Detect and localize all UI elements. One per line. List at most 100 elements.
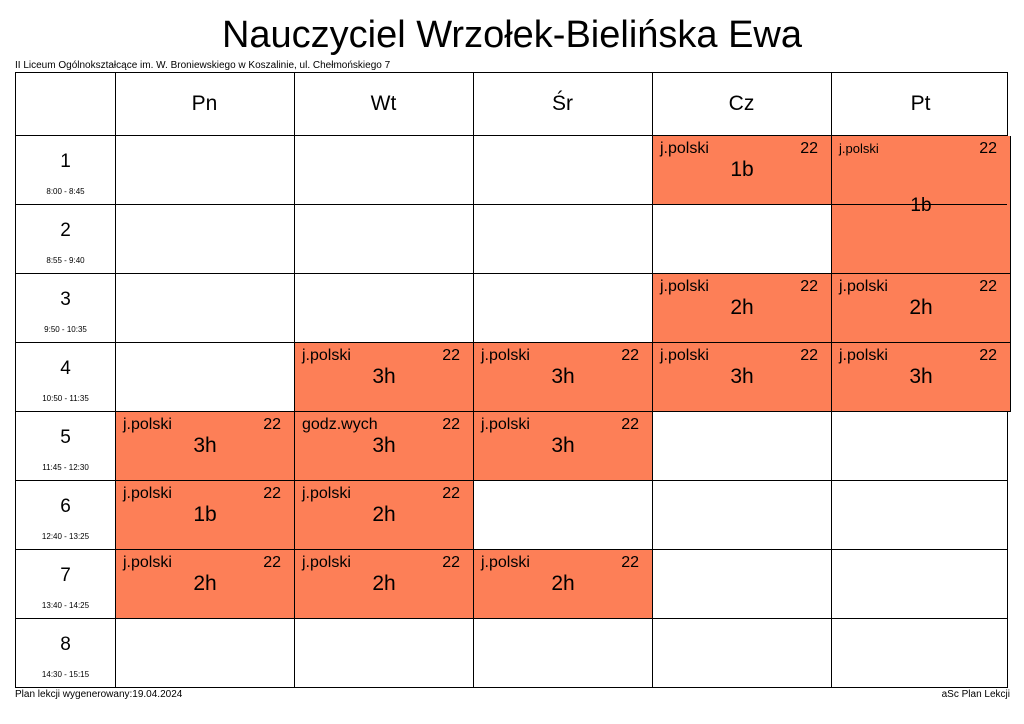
lesson-room: 22 [800,278,818,295]
lesson-subject: j.polski [481,347,530,364]
lesson-subject: j.polski [660,140,709,157]
lesson-subject: j.polski [123,416,172,433]
lesson-card[interactable]: j.polski 22 3h [474,343,653,412]
lesson-class: 2h [193,572,217,595]
lesson-card[interactable]: j.polski 22 3h [295,343,474,412]
day-header: Pt [910,92,931,115]
grid-vertical-line [115,73,116,687]
period-number: 3 [60,289,71,310]
period-time: 8:00 - 8:45 [46,187,85,196]
lesson-card[interactable]: j.polski 22 3h [116,412,295,481]
lesson-subject: j.polski [302,347,351,364]
lesson-class: 3h [730,365,754,388]
period-label: 2 8:55 - 9:40 [16,204,115,273]
lesson-room: 22 [979,347,997,364]
lesson-card[interactable]: godz.wych 22 3h [295,412,474,481]
lesson-class: 2h [372,572,396,595]
lesson-card[interactable]: j.polski 22 1b [653,136,832,205]
period-number: 4 [60,358,71,379]
lesson-card[interactable]: j.polski 22 2h [832,274,1011,343]
lesson-class: 3h [372,434,396,457]
lesson-subject: j.polski [839,278,888,295]
generated-date: Plan lekcji wygenerowany:19.04.2024 [15,689,183,700]
lesson-room: 22 [442,485,460,502]
lesson-class: 1b [730,158,754,181]
grid-horizontal-line [16,549,1007,550]
grid-vertical-line [831,73,832,687]
period-number: 8 [60,634,71,655]
period-time: 10:50 - 11:35 [42,394,89,403]
period-time: 14:30 - 15:15 [41,670,90,679]
lesson-subject: j.polski [302,554,351,571]
lesson-subject: j.polski [302,485,351,502]
lesson-class: 3h [372,365,396,388]
grid-horizontal-line [16,480,1007,481]
period-time: 8:55 - 9:40 [46,256,85,265]
lesson-subject: j.polski [481,416,530,433]
lesson-class: 3h [551,365,575,388]
period-label: 7 13:40 - 14:25 [16,549,115,618]
lesson-room: 22 [621,554,639,571]
lesson-room: 22 [442,416,460,433]
grid-horizontal-line [16,273,1007,274]
lesson-card[interactable]: j.polski 22 2h [295,481,474,550]
period-label: 8 14:30 - 15:15 [16,618,115,687]
period-time: 11:45 - 12:30 [42,463,89,472]
lesson-subject: j.polski [839,347,888,364]
lesson-room: 22 [800,347,818,364]
page-title: Nauczyciel Wrzołek-Bielińska Ewa [221,14,803,56]
lesson-room: 22 [800,140,818,157]
lesson-room: 22 [621,347,639,364]
lesson-card[interactable]: j.polski 22 1b [832,136,1011,274]
period-number: 7 [60,565,71,586]
lesson-room: 22 [979,278,997,295]
lesson-class: 2h [372,503,396,526]
lesson-card[interactable]: j.polski 22 3h [653,343,832,412]
lesson-subject: j.polski [839,141,879,156]
period-label: 6 12:40 - 13:25 [16,480,115,549]
app-name: aSc Plan Lekcji [941,689,1010,700]
lesson-subject: j.polski [123,485,172,502]
period-number: 6 [60,496,71,517]
day-header: Wt [370,92,397,115]
day-header: Pn [191,92,218,115]
grid-vertical-line [294,73,295,687]
lesson-room: 22 [442,347,460,364]
grid-horizontal-line [16,342,1007,343]
lesson-card[interactable]: j.polski 22 2h [116,550,295,619]
lesson-card[interactable]: j.polski 22 2h [474,550,653,619]
lesson-card[interactable]: j.polski 22 1b [116,481,295,550]
grid-horizontal-line [16,618,1007,619]
lesson-room: 22 [442,554,460,571]
grid-horizontal-line [16,204,1007,205]
lesson-room: 22 [621,416,639,433]
lesson-class: 2h [551,572,575,595]
lesson-card[interactable]: j.polski 22 3h [832,343,1011,412]
grid-vertical-line [652,73,653,687]
lesson-class: 3h [909,365,933,388]
grid-horizontal-line [16,135,1007,136]
lesson-class: 2h [909,296,933,319]
lesson-card[interactable]: j.polski 22 2h [653,274,832,343]
period-label: 5 11:45 - 12:30 [16,411,115,480]
lesson-card[interactable]: j.polski 22 3h [474,412,653,481]
lesson-card[interactable]: j.polski 22 2h [295,550,474,619]
period-label: 4 10:50 - 11:35 [16,342,115,411]
lesson-subject: j.polski [481,554,530,571]
lesson-subject: j.polski [660,347,709,364]
period-number: 5 [60,427,71,448]
lesson-subject: j.polski [123,554,172,571]
period-time: 13:40 - 14:25 [41,601,90,610]
period-time: 12:40 - 13:25 [41,532,90,541]
period-label: 3 9:50 - 10:35 [16,273,115,342]
day-header: Śr [552,92,573,115]
grid-horizontal-line [16,411,1007,412]
period-label: 1 8:00 - 8:45 [16,135,115,204]
period-time: 9:50 - 10:35 [44,325,87,334]
period-number: 2 [60,220,71,241]
school-name: II Liceum Ogólnokształcące im. W. Bronie… [15,60,391,71]
lesson-class: 3h [551,434,575,457]
lesson-room: 22 [263,485,281,502]
timetable-grid: j.polski 22 1b j.polski 22 1b j.polski 22 2h j.po… [15,72,1011,688]
lesson-room: 22 [263,416,281,433]
